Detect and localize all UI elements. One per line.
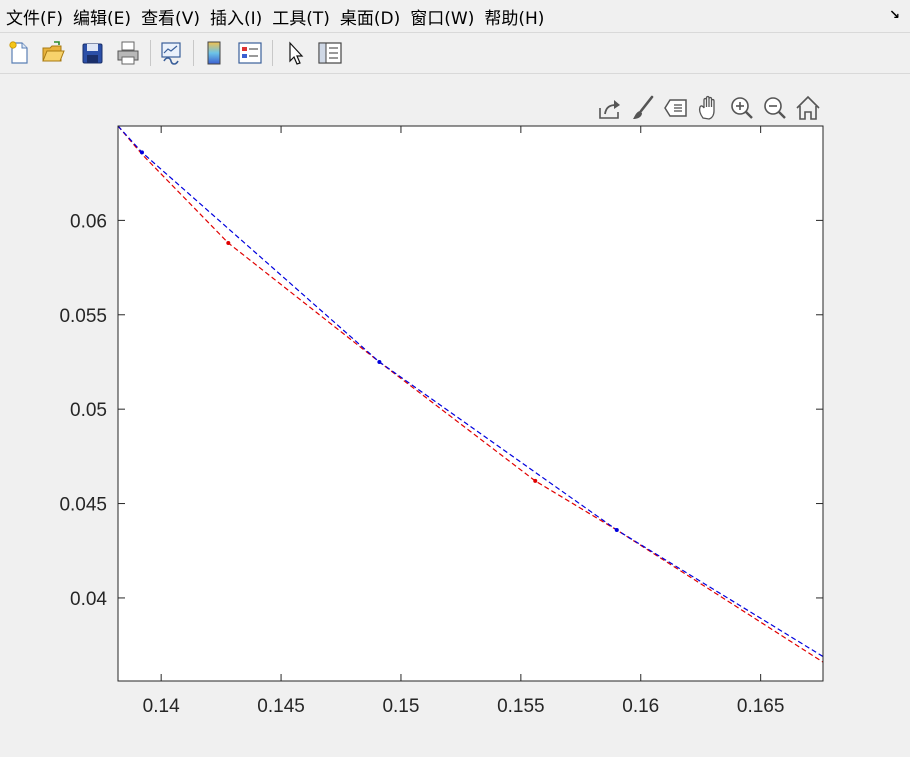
axes-box[interactable] bbox=[118, 126, 823, 681]
data-point-0-1[interactable] bbox=[533, 478, 538, 483]
toolbar-separator bbox=[150, 40, 151, 66]
zoom-out-icon[interactable] bbox=[762, 94, 788, 122]
x-tick-label: 0.155 bbox=[497, 696, 545, 717]
menu-file[interactable]: 文件(F) bbox=[6, 8, 64, 29]
zoom-in-icon[interactable] bbox=[729, 94, 755, 122]
export-icon[interactable] bbox=[597, 94, 623, 122]
data-point-0-0[interactable] bbox=[226, 241, 231, 246]
y-tick-label: 0.06 bbox=[70, 211, 107, 232]
y-tick-label: 0.045 bbox=[59, 495, 107, 516]
data-point-1-0[interactable] bbox=[139, 150, 144, 155]
axes-toolbar bbox=[597, 94, 827, 122]
menu-help[interactable]: 帮助(H) bbox=[484, 8, 545, 29]
data-point-1-1[interactable] bbox=[377, 359, 382, 364]
y-tick-label: 0.055 bbox=[59, 306, 107, 327]
menu-insert[interactable]: 插入(I) bbox=[209, 8, 263, 29]
data-point-1-2[interactable] bbox=[614, 527, 619, 532]
property-inspector-icon[interactable] bbox=[316, 39, 344, 67]
series-layer bbox=[118, 126, 823, 663]
colorbar-icon[interactable] bbox=[200, 39, 228, 67]
legend-icon[interactable] bbox=[236, 39, 264, 67]
print-icon[interactable] bbox=[114, 39, 142, 67]
pan-icon[interactable] bbox=[696, 94, 722, 122]
menu-edit[interactable]: 编辑(E) bbox=[73, 8, 132, 29]
menu-window[interactable]: 窗口(W) bbox=[410, 8, 475, 29]
y-tick-label: 0.05 bbox=[70, 400, 107, 421]
menu-bar: 文件(F) 编辑(E) 查看(V) 插入(I) 工具(T) 桌面(D) 窗口(W… bbox=[0, 0, 910, 32]
data-tips-icon[interactable] bbox=[663, 94, 689, 122]
menu-tools[interactable]: 工具(T) bbox=[272, 8, 330, 29]
new-figure-icon[interactable] bbox=[5, 39, 33, 67]
menu-view[interactable]: 查看(V) bbox=[141, 8, 200, 29]
toolbar-separator bbox=[272, 40, 273, 66]
link-plot-icon[interactable] bbox=[157, 39, 185, 67]
x-tick-label: 0.15 bbox=[382, 696, 419, 717]
axes-frame bbox=[117, 125, 824, 682]
brush-icon[interactable] bbox=[630, 94, 656, 122]
edit-plot-arrow-icon[interactable] bbox=[281, 39, 309, 67]
toolbar-separator bbox=[193, 40, 194, 66]
tick-layer: 0.14 0.145 0.15 0.155 0.16 0.165 0.04 0.045 0.05… bbox=[59, 126, 823, 717]
x-tick-label: 0.16 bbox=[622, 696, 659, 717]
dock-arrow-icon[interactable]: ↘ bbox=[889, 8, 900, 23]
figure-toolbar bbox=[0, 32, 910, 74]
x-tick-label: 0.165 bbox=[737, 696, 785, 717]
open-file-icon[interactable] bbox=[39, 39, 67, 67]
x-tick-label: 0.145 bbox=[257, 696, 305, 717]
home-icon[interactable] bbox=[795, 94, 821, 122]
menu-desktop[interactable]: 桌面(D) bbox=[339, 8, 401, 29]
x-tick-label: 0.14 bbox=[143, 696, 180, 717]
save-icon[interactable] bbox=[78, 39, 106, 67]
y-tick-label: 0.04 bbox=[70, 589, 107, 610]
